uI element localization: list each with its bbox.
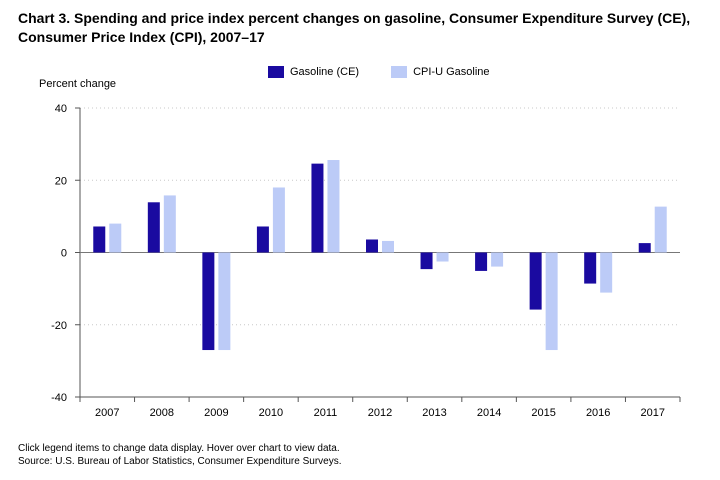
x-tick-label-2011: 2011 [314,407,338,419]
legend-label-cpi-u-gasoline: CPI-U Gasoline [413,66,490,78]
bar-gasoline-ce-2009[interactable]: Gasoline (CE) 2009: -27 [202,252,215,351]
bar-gasoline-ce-2010[interactable]: Gasoline (CE) 2010: 7.2 [256,226,269,253]
x-tick-label-2007: 2007 [95,407,119,419]
footnote: Click legend items to change data displa… [18,443,342,468]
bar-cpi-u-gasoline-2014[interactable]: CPI-U Gasoline 2014: -3.9 [491,252,504,267]
x-tick-label-2009: 2009 [204,407,228,419]
bar-gasoline-ce-2016[interactable]: Gasoline (CE) 2016: -8.6 [584,252,597,284]
legend-item-cpi-u-gasoline[interactable]: CPI-U Gasoline [391,66,490,78]
chart-legend: Gasoline (CE) CPI-U Gasoline [268,64,522,80]
y-axis-label: Percent change [39,78,116,90]
bar-gasoline-ce-2013[interactable]: Gasoline (CE) 2013: -4.6 [420,252,433,270]
legend-label-gasoline-ce: Gasoline (CE) [290,66,360,78]
bar-cpi-u-gasoline-2016[interactable]: CPI-U Gasoline 2016: -11.1 [600,252,613,293]
bar-cpi-u-gasoline-2011[interactable]: CPI-U Gasoline 2011: 25.6 [327,160,340,253]
grid-lines [80,107,680,326]
bar-gasoline-ce-2011[interactable]: Gasoline (CE) 2011: 24.6 [311,163,324,253]
tick-labels: -40 -20 0 20 40 2007 2008 2009 2010 2011 2012 2013 2… [51,103,665,419]
x-tick-label-2014: 2014 [477,407,501,419]
bar-gasoline-ce-2012[interactable]: Gasoline (CE) 2012: 3.6 [366,239,378,253]
x-tick-label-2012: 2012 [368,407,392,419]
bar-cpi-u-gasoline-2012[interactable]: CPI-U Gasoline 2012: 3.2 [382,240,394,253]
bar-gasoline-ce-2008[interactable]: Gasoline (CE) 2008: 13.9 [147,202,160,253]
y-tick-label: 20 [55,175,67,187]
y-tick-label: -20 [51,320,67,332]
bar-cpi-u-gasoline-2010[interactable]: CPI-U Gasoline 2010: 18 [272,187,285,253]
bar-gasoline-ce-2017[interactable]: Gasoline (CE) 2017: 2.6 [638,243,651,253]
axes [75,107,681,402]
footnote-instructions: Click legend items to change data displa… [18,443,340,454]
legend-swatch-gasoline-ce [268,66,284,78]
x-tick-label-2017: 2017 [640,407,664,419]
bar-cpi-u-gasoline-2013[interactable]: CPI-U Gasoline 2013: -2.5 [436,252,449,262]
x-tick-label-2015: 2015 [531,407,555,419]
y-tick-label: 0 [61,248,67,260]
x-tick-label-2016: 2016 [586,407,610,419]
x-tick-label-2008: 2008 [150,407,174,419]
bar-cpi-u-gasoline-2008[interactable]: CPI-U Gasoline 2008: 15.8 [163,195,176,253]
legend-swatch-cpi-u-gasoline [391,66,408,78]
x-tick-label-2013: 2013 [422,407,446,419]
bars[interactable]: Gasoline (CE) 2007: 7.2 Gasoline (CE) 200… [93,160,667,351]
bar-cpi-u-gasoline-2017[interactable]: CPI-U Gasoline 2017: 12.7 [654,206,667,253]
legend-item-gasoline-ce[interactable]: Gasoline (CE) [268,66,359,78]
bar-cpi-u-gasoline-2009[interactable]: CPI-U Gasoline 2009: -27 [218,252,231,351]
footnote-source: Source: U.S. Bureau of Labor Statistics,… [18,455,342,467]
bar-gasoline-ce-2007[interactable]: Gasoline (CE) 2007: 7.2 [93,226,106,253]
bar-gasoline-ce-2014[interactable]: Gasoline (CE) 2014: -5.1 [475,252,488,271]
x-tick-label-2010: 2010 [259,407,283,419]
bar-cpi-u-gasoline-2015[interactable]: CPI-U Gasoline 2015: -27 [545,252,558,351]
bar-gasoline-ce-2015[interactable]: Gasoline (CE) 2015: -15.8 [529,252,542,310]
y-tick-label: 40 [55,103,67,115]
bar-cpi-u-gasoline-2007[interactable]: CPI-U Gasoline 2007: 8 [109,223,122,253]
chart-title: Chart 3. Spending and price index percen… [18,10,691,45]
y-tick-label: -40 [51,392,67,404]
